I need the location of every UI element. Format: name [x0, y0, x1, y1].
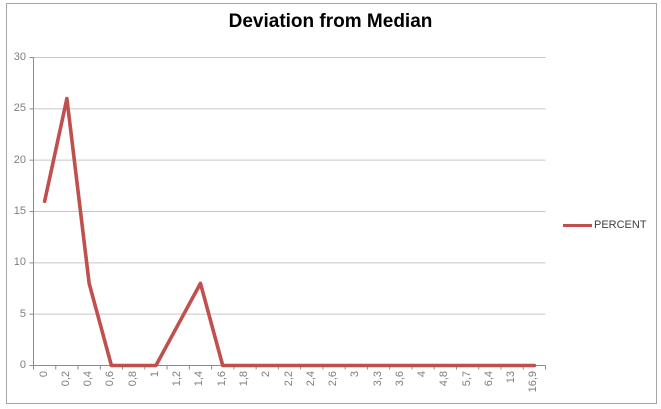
- y-axis-tick-label-30: 30: [13, 51, 26, 63]
- y-axis-tick-label-0: 0: [19, 359, 26, 371]
- y-axis-tick-label-5: 5: [19, 307, 26, 320]
- x-axis-tick-label-9: 1,8: [237, 371, 250, 387]
- legend-series-label: PERCENT: [594, 219, 647, 231]
- x-axis-tick-label-20: 6,4: [482, 371, 495, 387]
- x-axis-tick-label-6: 1,2: [171, 371, 184, 387]
- x-axis-tick-label-15: 3,3: [371, 371, 384, 387]
- x-axis-tick-label-13: 2,6: [327, 371, 340, 387]
- x-axis-tick-label-0: 0: [37, 371, 50, 378]
- x-axis-tick-label-22: 16,9: [527, 371, 540, 393]
- x-axis-tick-label-2: 0,4: [82, 371, 95, 387]
- series-line-percent: [42, 96, 537, 368]
- x-axis-tick-label-12: 2,4: [304, 371, 317, 387]
- x-axis-tick-label-8: 1,6: [215, 371, 228, 387]
- x-axis-tick-label-10: 2: [260, 371, 273, 378]
- y-axis-tick-label-25: 25: [13, 102, 26, 115]
- x-axis-tick-label-3: 0,6: [104, 371, 117, 387]
- x-axis-tick-label-19: 5,7: [460, 371, 473, 387]
- x-axis-tick-label-21: 13: [505, 371, 518, 384]
- x-axis-tick-label-11: 2,2: [282, 371, 295, 387]
- legend: PERCENT: [563, 218, 647, 232]
- y-axis-tick-label-15: 15: [13, 205, 26, 217]
- legend-line-swatch: [563, 223, 592, 227]
- chart-title: Deviation from Median: [228, 11, 433, 32]
- x-axis-tick-label-5: 1: [148, 371, 161, 378]
- chart-frame: [6, 3, 657, 404]
- x-axis-tick-label-1: 0,2: [59, 371, 72, 387]
- x-axis-tick-label-16: 3,6: [393, 371, 406, 387]
- x-axis-tick-label-17: 4: [416, 371, 429, 378]
- x-axis-tick-label-14: 3: [349, 371, 362, 378]
- x-axis-tick-label-4: 0,8: [126, 371, 139, 387]
- x-axis-tick-label-7: 1,4: [193, 371, 206, 387]
- y-axis-tick-label-10: 10: [13, 256, 26, 269]
- y-axis-tick-label-20: 20: [13, 153, 26, 166]
- x-axis-tick-label-18: 4,8: [438, 371, 451, 387]
